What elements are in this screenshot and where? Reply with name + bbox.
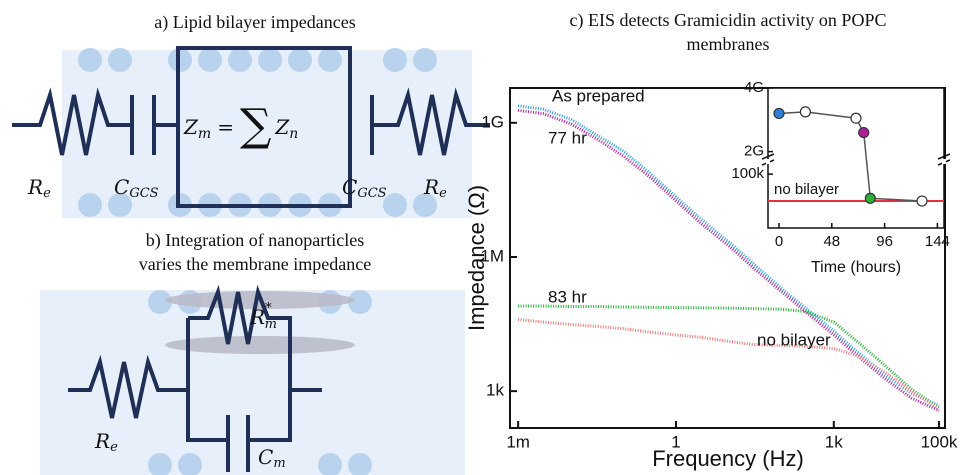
label: Re bbox=[27, 175, 51, 201]
panel-b-title: varies the membrane impedance bbox=[139, 254, 371, 274]
panel-a-title: a) Lipid bilayer impedances bbox=[154, 12, 355, 33]
right-capacitor-resistor bbox=[348, 87, 490, 156]
panel-b-title: b) Integration of nanoparticles bbox=[146, 230, 364, 251]
eq-lhs: Z bbox=[183, 115, 199, 139]
label: Re bbox=[94, 429, 118, 455]
inset-point bbox=[864, 192, 876, 204]
y-tick-label: 1k bbox=[486, 381, 504, 400]
symbol: R bbox=[27, 175, 43, 199]
nanoparticle bbox=[165, 336, 355, 354]
eq-sum: ∑ bbox=[240, 100, 271, 151]
symbol: R bbox=[423, 175, 439, 199]
series-line bbox=[518, 304, 940, 410]
symbol: R bbox=[249, 305, 265, 329]
series-label: 83 hr bbox=[548, 287, 587, 306]
inset-y-tick-label: 2G bbox=[744, 143, 764, 160]
x-tick-label: 100k bbox=[921, 432, 958, 451]
plot-frame bbox=[509, 87, 946, 429]
inset-x-tick-label: 0 bbox=[775, 233, 783, 250]
inset-y-tick-label: 100k bbox=[731, 165, 764, 182]
reference-label: no bilayer bbox=[774, 181, 839, 198]
eq-rhs: Z bbox=[274, 115, 290, 139]
subscript: GCS bbox=[129, 186, 158, 201]
symbol: R bbox=[94, 429, 110, 453]
inset-background bbox=[767, 87, 945, 229]
parallel-rc-circuit bbox=[68, 284, 322, 472]
inset-x-tick-label: 48 bbox=[823, 233, 840, 250]
subscript: e bbox=[43, 186, 51, 201]
lipid-heads bbox=[78, 48, 437, 217]
symbol: C bbox=[258, 445, 273, 469]
x-tick-label: 1 bbox=[671, 432, 680, 451]
panel-b-diagram: Re R* m Cm bbox=[40, 284, 465, 475]
chart-title: c) EIS detects Gramicidin activity on PO… bbox=[570, 10, 887, 31]
subscript: e bbox=[110, 440, 118, 455]
subscript: m bbox=[265, 317, 277, 332]
inset-point bbox=[799, 106, 812, 118]
label: Cm bbox=[258, 445, 286, 471]
inset-point bbox=[916, 195, 928, 207]
label: R* m bbox=[249, 301, 277, 332]
series-line bbox=[517, 108, 940, 412]
series-line bbox=[517, 104, 940, 408]
symbol: C bbox=[114, 175, 129, 199]
left-resistor-capacitor bbox=[12, 87, 178, 156]
x-tick-label: 1m bbox=[506, 432, 530, 451]
eq-lhs-sub: m bbox=[198, 126, 211, 142]
inset-point bbox=[858, 126, 870, 139]
inset-x-axis-label: Time (hours) bbox=[811, 259, 901, 276]
y-axis-label: Impedance (Ω) bbox=[464, 185, 489, 331]
lipid-heads bbox=[148, 290, 372, 475]
panel-a-diagram: Zm = ∑ Zn Re CGCS CGCS Re bbox=[12, 46, 490, 218]
symbol: C bbox=[342, 175, 357, 199]
series-label: As prepared bbox=[552, 86, 645, 105]
subscript: e bbox=[439, 186, 447, 201]
subscript: m bbox=[273, 456, 285, 471]
inset-x-tick-label: 144 bbox=[925, 233, 950, 250]
label: CGCS bbox=[114, 175, 159, 201]
inset-y-tick-label: 4G bbox=[744, 79, 764, 96]
inset-x-tick-label: 96 bbox=[876, 233, 893, 250]
subscript: GCS bbox=[357, 186, 386, 201]
inset-point bbox=[773, 107, 785, 120]
label: Re bbox=[423, 175, 447, 201]
x-axis-label: Frequency (Hz) bbox=[652, 446, 804, 471]
chart-title: membranes bbox=[687, 34, 770, 54]
series-line bbox=[517, 318, 940, 411]
y-tick-label: 1G bbox=[481, 112, 504, 131]
eq-rhs-sub: n bbox=[289, 126, 298, 142]
superscript: * bbox=[265, 301, 272, 316]
series-label: 77 hr bbox=[548, 128, 587, 147]
y-tick-label: 1M bbox=[480, 246, 504, 265]
break-gap bbox=[766, 159, 770, 164]
x-tick-label: 1k bbox=[825, 432, 843, 451]
equation: Zm = ∑ Zn bbox=[183, 100, 298, 151]
inset-point bbox=[850, 112, 862, 124]
break-gap bbox=[942, 159, 946, 164]
series-label: no bilayer bbox=[757, 330, 831, 349]
label: CGCS bbox=[342, 175, 387, 201]
eq-equals: = bbox=[217, 115, 234, 139]
